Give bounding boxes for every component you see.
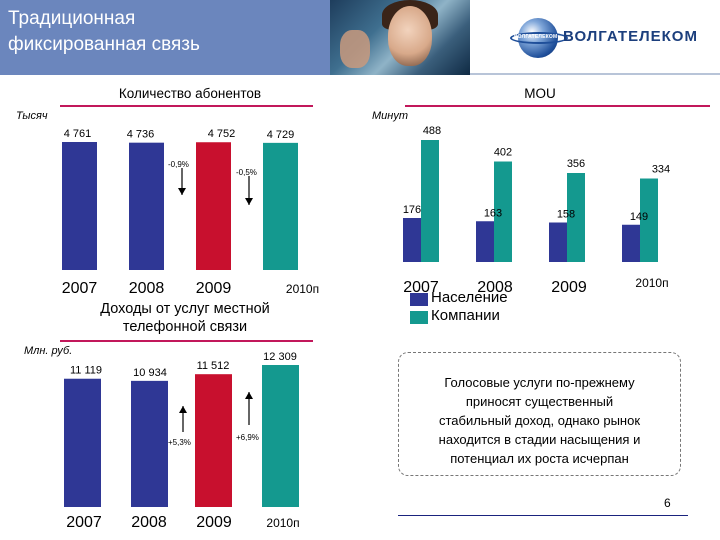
revenue-xtick-2009: 2009 bbox=[196, 514, 232, 531]
revenue-bar-2007 bbox=[64, 378, 101, 507]
page-number: 6 bbox=[664, 496, 671, 510]
revenue-xtick-2007: 2007 bbox=[66, 514, 102, 531]
mou-bar-companies-2010п bbox=[640, 178, 658, 262]
subscribers-chart-title: Количество абонентов bbox=[118, 86, 262, 101]
subscribers-bar-2010п bbox=[263, 142, 298, 270]
mou-title-rule bbox=[405, 105, 710, 107]
mou-value-companies-2010п: 334 bbox=[652, 164, 670, 176]
revenue-change-arrow-1-head bbox=[179, 406, 187, 413]
subscribers-unit-label: Тысяч bbox=[16, 110, 48, 122]
revenue-change-arrow-2-head bbox=[245, 392, 253, 399]
mou-value-companies-2009: 356 bbox=[567, 158, 585, 170]
revenue-bar-2009 bbox=[195, 374, 232, 507]
mou-xtick-2009: 2009 bbox=[551, 279, 587, 296]
mou-value-population-2008: 163 bbox=[484, 207, 502, 219]
mou-bar-companies-2007 bbox=[421, 140, 439, 262]
revenue-xtick-2008: 2008 bbox=[131, 514, 167, 531]
subscribers-change-arrow-1-head bbox=[178, 188, 186, 195]
subscribers-value-2008: 4 736 bbox=[127, 129, 155, 141]
mou-xtick-2010п: 2010п bbox=[635, 276, 668, 290]
mou-value-population-2009: 158 bbox=[557, 209, 575, 221]
mou-xtick-2008: 2008 bbox=[477, 279, 513, 296]
slide-title: Традиционная фиксированная связь bbox=[8, 6, 308, 58]
revenue-chart-title: Доходы от услуг местной телефонной связи bbox=[60, 300, 310, 336]
subscribers-title-rule bbox=[60, 105, 313, 107]
mou-bar-companies-2008 bbox=[494, 161, 512, 262]
mou-unit-label: Минут bbox=[372, 110, 408, 122]
header-title-panel: Традиционная фиксированная связь bbox=[0, 0, 330, 75]
subscribers-change-arrow-2-head bbox=[245, 198, 253, 205]
revenue-value-2010п: 12 309 bbox=[263, 351, 297, 363]
note-line2: приносят существенный bbox=[465, 394, 614, 409]
revenue-title-rule bbox=[60, 340, 313, 342]
page-footer-rule bbox=[398, 515, 688, 516]
subscribers-value-2010п: 4 729 bbox=[267, 129, 295, 141]
subscribers-xtick-2010п: 2010п bbox=[286, 282, 319, 296]
mou-value-companies-2007: 488 bbox=[423, 125, 441, 137]
subscribers-xtick-2009: 2009 bbox=[196, 280, 232, 297]
logo-small-text: ВОЛГАТЕЛЕКОМ bbox=[514, 34, 558, 40]
note-line5: потенциал их роста исчерпан bbox=[450, 451, 629, 466]
subscribers-change-label-2: -0,5% bbox=[236, 168, 257, 177]
subscribers-value-2007: 4 761 bbox=[64, 128, 92, 140]
photo-hand bbox=[340, 30, 370, 68]
revenue-change-label-1: +5,3% bbox=[168, 438, 191, 447]
revenue-value-2007: 11 119 bbox=[70, 365, 102, 377]
revenue-xtick-2010п: 2010п bbox=[266, 516, 299, 530]
revenue-value-2008: 10 934 bbox=[133, 367, 167, 379]
mou-bar-population-2008 bbox=[476, 221, 494, 262]
mou-chart-title: MOU bbox=[524, 86, 556, 101]
mou-legend: Население Компании bbox=[410, 289, 530, 326]
legend-swatch-population bbox=[410, 293, 428, 306]
mou-bar-population-2007 bbox=[403, 218, 421, 262]
legend-label-population: Население bbox=[431, 289, 508, 306]
revenue-title-line1: Доходы от услуг местной bbox=[100, 301, 270, 317]
revenue-title-line2: телефонной связи bbox=[122, 319, 248, 335]
header-photo bbox=[330, 0, 470, 75]
mou-xtick-2007: 2007 bbox=[403, 279, 439, 296]
logo-ring-icon bbox=[510, 32, 568, 44]
legend-swatch-companies bbox=[410, 311, 428, 324]
revenue-bar-2010п bbox=[262, 365, 299, 507]
mou-bar-population-2009 bbox=[549, 222, 567, 262]
legend-label-companies: Компании bbox=[431, 307, 500, 324]
slide-title-line1: Традиционная bbox=[8, 8, 136, 29]
revenue-unit-label: Млн. руб. bbox=[24, 345, 73, 357]
note-callout-box: Голосовые услуги по-прежнему приносят су… bbox=[398, 352, 681, 476]
subscribers-xtick-2008: 2008 bbox=[129, 280, 165, 297]
subscribers-xtick-2007: 2007 bbox=[62, 280, 98, 297]
subscribers-bar-2009 bbox=[196, 142, 231, 270]
note-line4: находится в стадии насыщения и bbox=[438, 432, 641, 447]
revenue-change-label-2: +6,9% bbox=[236, 433, 259, 442]
revenue-bar-2008 bbox=[131, 380, 168, 507]
note-line1: Голосовые услуги по-прежнему bbox=[444, 375, 635, 390]
slide-title-line2: фиксированная связь bbox=[8, 34, 200, 55]
photo-face bbox=[388, 6, 432, 66]
mou-bar-companies-2009 bbox=[567, 173, 585, 262]
legend-item-companies: Компании bbox=[410, 307, 530, 326]
mou-value-population-2007: 176 bbox=[403, 204, 421, 216]
slide-header: Традиционная фиксированная связь ВОЛГАТЕ… bbox=[0, 0, 720, 75]
company-logo-text: ВОЛГАТЕЛЕКОМ bbox=[563, 28, 698, 45]
legend-item-population: Население bbox=[410, 289, 530, 308]
subscribers-change-label-1: -0,9% bbox=[168, 160, 189, 169]
mou-value-companies-2008: 402 bbox=[494, 147, 512, 159]
revenue-value-2009: 11 512 bbox=[197, 360, 230, 372]
mou-value-population-2010п: 149 bbox=[630, 211, 648, 223]
mou-bar-population-2010п bbox=[622, 224, 640, 262]
subscribers-bar-2007 bbox=[62, 142, 97, 270]
subscribers-value-2009: 4 752 bbox=[208, 128, 236, 140]
subscribers-bar-2008 bbox=[129, 142, 164, 270]
note-line3: стабильный доход, однако рынок bbox=[438, 413, 641, 428]
